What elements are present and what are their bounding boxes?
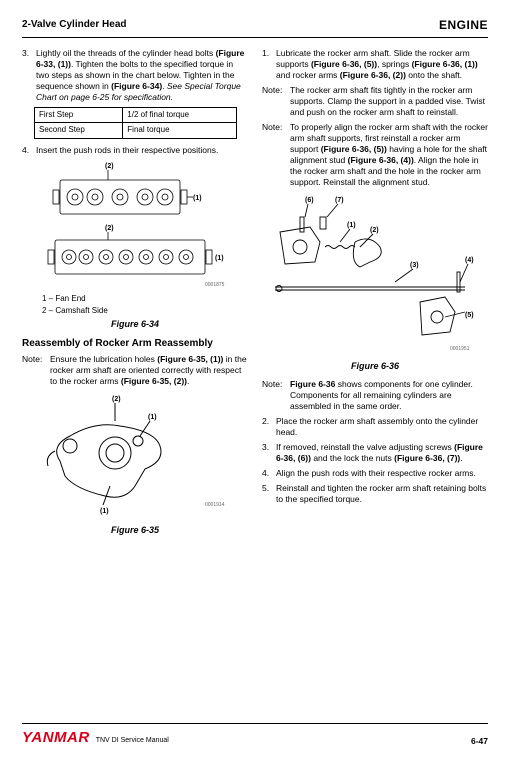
svg-text:(2): (2) <box>105 225 114 232</box>
step-text: Align the push rods with their respectiv… <box>276 468 488 479</box>
step-number: 3. <box>22 48 36 103</box>
figure-6-36-diagram: (6) (7) (1) (2) (3) <box>265 192 485 357</box>
step-2r: 2. Place the rocker arm shaft assembly o… <box>262 416 488 438</box>
svg-text:(1): (1) <box>100 508 109 515</box>
figure-6-35-caption: Figure 6-35 <box>22 525 248 537</box>
note-b: Note: To properly align the rocker arm s… <box>262 122 488 188</box>
svg-text:(1): (1) <box>347 222 356 229</box>
svg-text:(4): (4) <box>465 257 474 264</box>
page-footer: YANMAR TNV DI Service Manual 6-47 <box>22 723 488 748</box>
table-cell: First Step <box>35 107 123 122</box>
figure-key-1: 1 – Fan End <box>42 294 248 304</box>
step-number: 1. <box>262 48 276 81</box>
note-label: Note: <box>262 379 290 412</box>
svg-text:(5): (5) <box>465 312 474 319</box>
svg-text:(2): (2) <box>370 227 379 234</box>
figure-6-35-diagram: (2) (1) (1) 0001914 <box>40 391 230 521</box>
table-row: First Step 1/2 of final torque <box>35 107 237 122</box>
note-fig35: Note: Ensure the lubrication holes (Figu… <box>22 354 248 387</box>
step-number: 4. <box>262 468 276 479</box>
table-cell: Second Step <box>35 123 123 138</box>
right-column: 1. Lubricate the rocker arm shaft. Slide… <box>262 48 488 543</box>
step-number: 4. <box>22 145 36 156</box>
page-number: 6-47 <box>471 736 488 747</box>
svg-text:(7): (7) <box>335 197 344 204</box>
table-cell: Final torque <box>123 123 237 138</box>
step-text: If removed, reinstall the valve adjustin… <box>276 442 488 464</box>
note-text: To properly align the rocker arm shaft w… <box>290 122 488 188</box>
step-4r: 4. Align the push rods with their respec… <box>262 468 488 479</box>
step-text: Place the rocker arm shaft assembly onto… <box>276 416 488 438</box>
footer-left: YANMAR TNV DI Service Manual <box>22 728 169 748</box>
brand-logo: YANMAR <box>22 729 90 746</box>
left-column: 3. Lightly oil the threads of the cylind… <box>22 48 248 543</box>
step-3: 3. Lightly oil the threads of the cylind… <box>22 48 248 103</box>
step-5r: 5. Reinstall and tighten the rocker arm … <box>262 483 488 505</box>
note-text: Ensure the lubrication holes (Figure 6-3… <box>50 354 248 387</box>
step-text: Insert the push rods in their respective… <box>36 145 248 156</box>
svg-text:(6): (6) <box>305 197 314 204</box>
svg-text:(3): (3) <box>410 262 419 269</box>
page: 2-Valve Cylinder Head ENGINE 3. Lightly … <box>0 0 510 543</box>
note-c: Note: Figure 6-36 shows components for o… <box>262 379 488 412</box>
subheading: Reassembly of Rocker Arm Reassembly <box>22 337 248 350</box>
torque-table: First Step 1/2 of final torque Second St… <box>34 107 237 139</box>
figure-key-2: 2 – Camshaft Side <box>42 306 248 316</box>
step-text: Lightly oil the threads of the cylinder … <box>36 48 248 103</box>
svg-text:(1): (1) <box>193 195 202 202</box>
svg-text:(1): (1) <box>148 414 157 421</box>
note-label: Note: <box>262 122 290 188</box>
content-columns: 3. Lightly oil the threads of the cylind… <box>22 48 488 543</box>
step-number: 3. <box>262 442 276 464</box>
note-label: Note: <box>22 354 50 387</box>
svg-text:0001875: 0001875 <box>205 282 225 288</box>
note-text: Figure 6-36 shows components for one cyl… <box>290 379 488 412</box>
step-text: Lubricate the rocker arm shaft. Slide th… <box>276 48 488 81</box>
figure-6-36-caption: Figure 6-36 <box>262 361 488 373</box>
svg-text:(1): (1) <box>215 255 224 262</box>
step-text: Reinstall and tighten the rocker arm sha… <box>276 483 488 505</box>
step-number: 5. <box>262 483 276 505</box>
svg-text:0001951: 0001951 <box>450 346 470 352</box>
table-row: Second Step Final torque <box>35 123 237 138</box>
header-section: 2-Valve Cylinder Head <box>22 18 127 34</box>
step-4: 4. Insert the push rods in their respect… <box>22 145 248 156</box>
table-cell: 1/2 of final torque <box>123 107 237 122</box>
step-3r: 3. If removed, reinstall the valve adjus… <box>262 442 488 464</box>
note-text: The rocker arm shaft fits tightly in the… <box>290 85 488 118</box>
svg-text:(2): (2) <box>112 396 121 403</box>
figure-6-34-diagram: (2) (1) (2) <box>45 160 225 290</box>
step-1r: 1. Lubricate the rocker arm shaft. Slide… <box>262 48 488 81</box>
step-number: 2. <box>262 416 276 438</box>
header-title: ENGINE <box>439 18 488 34</box>
figure-6-34-caption: Figure 6-34 <box>22 319 248 331</box>
manual-title: TNV DI Service Manual <box>96 737 169 744</box>
svg-text:(2): (2) <box>105 163 114 170</box>
note-a: Note: The rocker arm shaft fits tightly … <box>262 85 488 118</box>
svg-text:0001914: 0001914 <box>205 502 225 508</box>
note-label: Note: <box>262 85 290 118</box>
page-header: 2-Valve Cylinder Head ENGINE <box>22 18 488 38</box>
